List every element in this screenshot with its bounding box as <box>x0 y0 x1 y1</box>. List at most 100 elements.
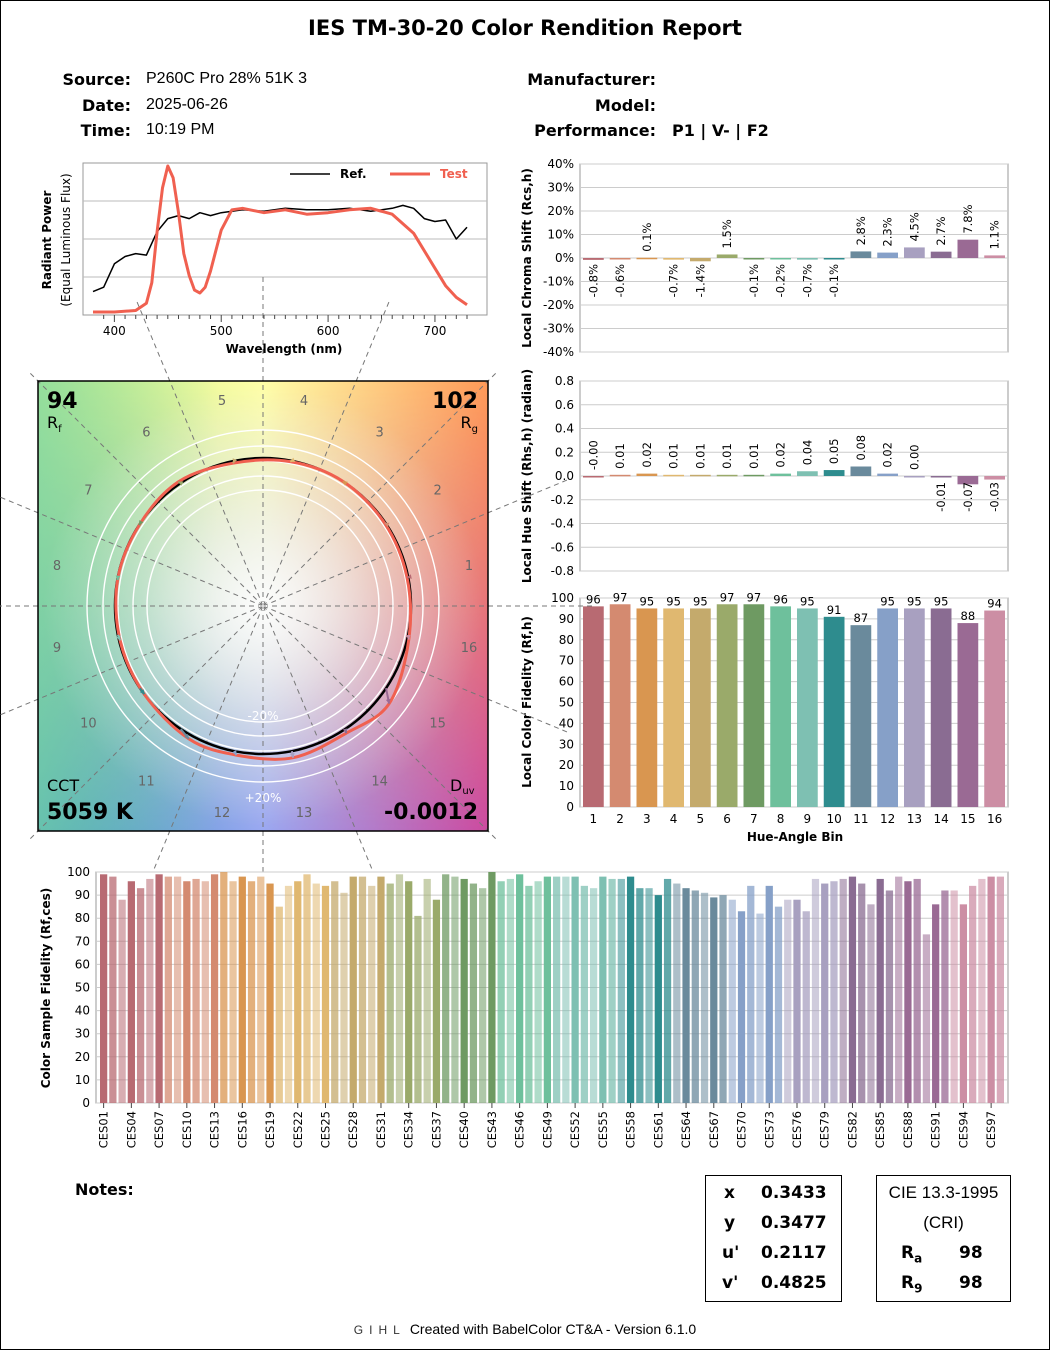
ces-bar <box>386 883 394 1103</box>
bar-bin-5 <box>690 608 711 807</box>
bar-bin-11 <box>850 625 872 807</box>
ces-bar <box>257 876 265 1103</box>
bar-bin-3 <box>636 473 658 476</box>
footer-logo: GIHL <box>353 1323 406 1337</box>
ces-bar <box>136 888 145 1103</box>
chromaticity-box: x 0.3433 y 0.3477 u' 0.2117 v' 0.4825 <box>705 1175 842 1302</box>
ces-bar <box>164 876 172 1103</box>
ces-bar <box>414 915 422 1103</box>
y-tick-label: 0.0 <box>555 469 574 483</box>
y-tick-label: 20% <box>547 204 574 218</box>
ces-y-tick-label: 60 <box>75 957 90 971</box>
cvg-bin-label: 6 <box>142 425 150 440</box>
ces-bar <box>913 878 921 1103</box>
x-tick-label: 9 <box>804 812 812 826</box>
spectrum-tick-label: 700 <box>423 324 446 338</box>
ces-bar <box>747 885 755 1103</box>
ces-bar <box>996 876 1004 1103</box>
bar-value-label: 2.7% <box>934 216 948 245</box>
time-value: 10:19 PM <box>146 121 215 138</box>
y-tick-label: -0.6 <box>551 540 574 554</box>
ces-bar <box>460 878 468 1103</box>
ces-bar <box>756 913 764 1103</box>
ces-x-tick-label: CES85 <box>873 1111 887 1148</box>
fidelity-xlabel: Hue-Angle Bin <box>747 830 843 844</box>
u-label: u' <box>722 1243 740 1263</box>
bar-bin-7 <box>743 604 765 807</box>
ces-bar <box>922 934 931 1103</box>
bar-bin-11 <box>850 251 872 258</box>
cvg-arrowhead <box>385 698 391 704</box>
bar-bin-14 <box>930 608 952 807</box>
ces-x-tick-label: CES91 <box>929 1111 943 1148</box>
ces-bar <box>636 888 644 1103</box>
cvg-spoke <box>0 605 264 716</box>
cvg-arrowhead <box>139 689 145 695</box>
y-tick-label: 30 <box>559 737 574 751</box>
bar-value-label: -0.07 <box>961 482 975 512</box>
duv-label: Duv <box>450 776 475 797</box>
ces-bar <box>589 888 598 1103</box>
bar-bin-7 <box>743 258 765 260</box>
bar-value-label: -0.7% <box>800 264 814 297</box>
spectrum-tick-label: 600 <box>317 324 340 338</box>
cvg-arrowhead <box>184 733 189 739</box>
bar-value-label: 95 <box>800 594 815 608</box>
date-label: Date: <box>82 96 131 115</box>
ces-bar <box>100 874 108 1103</box>
ces-x-tick-label: CES79 <box>818 1111 832 1148</box>
bar-value-label: 97 <box>613 590 628 604</box>
cvg-arrowhead <box>407 574 412 579</box>
x-tick-label: 13 <box>907 812 922 826</box>
ces-bar <box>978 878 986 1103</box>
bar-value-label: 4.5% <box>907 212 921 241</box>
bar-value-label: 0.01 <box>747 443 761 469</box>
ces-x-tick-label: CES76 <box>790 1111 804 1148</box>
ces-bar <box>969 885 977 1103</box>
ces-x-tick-label: CES73 <box>762 1111 776 1148</box>
ces-y-tick-label: 40 <box>75 1004 90 1018</box>
bar-value-label: 0.01 <box>720 443 734 469</box>
ces-bar <box>432 899 441 1103</box>
legend-test-label: Test <box>440 167 468 181</box>
x-label: x <box>724 1183 735 1203</box>
manufacturer-label: Manufacturer: <box>527 70 656 89</box>
ces-x-tick-label: CES46 <box>513 1111 527 1148</box>
bar-value-label: -0.00 <box>586 440 600 470</box>
cri-title: CIE 13.3-1995 <box>888 1183 999 1202</box>
ces-bar <box>571 876 579 1103</box>
bar-value-label: 0.02 <box>640 442 654 468</box>
bar-value-label: 0.01 <box>667 443 681 469</box>
cvg-arrowhead <box>178 481 184 486</box>
ces-bar <box>238 876 246 1103</box>
r9-label: R9 <box>901 1273 923 1296</box>
ces-bar <box>469 883 478 1103</box>
ces-y-tick-label: 70 <box>75 934 90 948</box>
y-tick-label: 40% <box>547 157 574 171</box>
bar-value-label: 7.8% <box>961 204 975 233</box>
bar-bin-1 <box>583 606 604 807</box>
bar-bin-8 <box>770 258 791 260</box>
cvg-bin-label: 12 <box>214 806 231 821</box>
ces-bar <box>765 885 773 1103</box>
cvg-arrowhead <box>290 457 296 462</box>
ces-x-tick-label: CES67 <box>707 1111 721 1148</box>
y-tick-label: 30% <box>547 181 574 195</box>
ces-bar <box>599 876 607 1103</box>
ces-x-tick-label: CES52 <box>568 1111 582 1148</box>
bar-bin-5 <box>690 258 711 262</box>
bar-value-label: -0.6% <box>613 264 627 297</box>
cvg-spoke <box>136 300 264 607</box>
ces-bar <box>192 878 200 1103</box>
ces-x-tick-label: CES31 <box>374 1111 388 1148</box>
bar-value-label: 95 <box>934 594 949 608</box>
cvg-ring <box>102 445 424 767</box>
bar-value-label: 96 <box>586 592 601 606</box>
v-label: v' <box>722 1273 739 1293</box>
bar-bin-2 <box>609 474 631 477</box>
ces-bar <box>848 876 857 1103</box>
hue-ylabel: Local Hue Shift (Rhs,h) (radian) <box>520 369 534 583</box>
ces-bar <box>885 890 894 1103</box>
ces-x-tick-label: CES19 <box>263 1111 277 1148</box>
